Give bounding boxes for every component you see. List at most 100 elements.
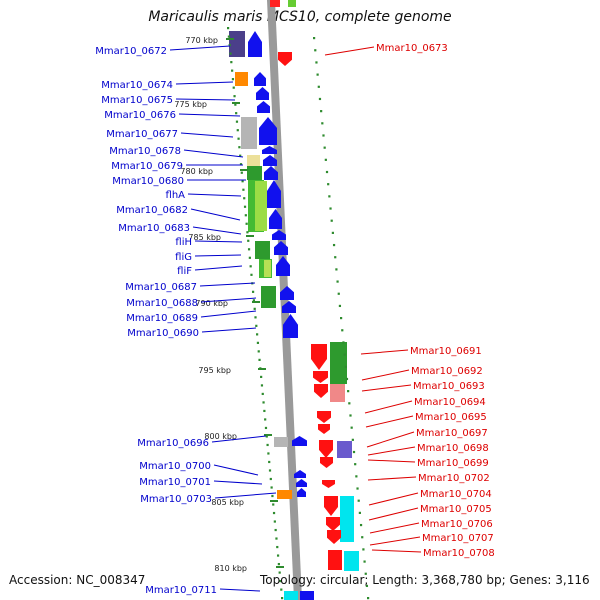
forward-gene-leader <box>169 45 231 51</box>
forward-gene-label[interactable]: fliG <box>175 252 192 263</box>
reverse-gene-leader <box>369 522 420 534</box>
reverse-gene-label[interactable]: Mmar10_0698 <box>417 443 489 454</box>
gene-feature-12 <box>263 155 277 166</box>
reverse-gene-leader <box>367 459 416 463</box>
gene-feature-47 <box>324 496 338 516</box>
gene-feature-18 <box>269 209 282 229</box>
reverse-gene-label[interactable]: Mmar10_0708 <box>423 548 495 559</box>
gene-feature-41 <box>320 457 333 468</box>
forward-gene-label[interactable]: Mmar10_0700 <box>139 461 211 472</box>
gene-feature-36 <box>318 424 330 434</box>
forward-gene-label[interactable]: Mmar10_0703 <box>140 494 212 505</box>
forward-gene-leader <box>211 435 267 443</box>
forward-gene-leader <box>200 297 257 303</box>
gene-feature-32 <box>330 384 345 402</box>
forward-gene-label[interactable]: Mmar10_0678 <box>109 146 181 157</box>
reverse-gene-label[interactable]: Mmar10_0707 <box>422 533 494 544</box>
forward-gene-leader <box>187 193 242 197</box>
ruler-tick-label: 775 kbp <box>174 100 207 109</box>
reverse-gene-label[interactable]: Mmar10_0704 <box>420 489 492 500</box>
reverse-gene-leader <box>364 400 413 414</box>
forward-gene-leader <box>175 98 236 101</box>
forward-gene-leader <box>200 310 257 318</box>
gene-feature-26 <box>280 286 294 300</box>
outer-ruler-dots <box>313 37 370 600</box>
accession-text: Accession: NC_008347 <box>9 573 146 587</box>
gene-feature-19 <box>272 230 286 240</box>
reverse-gene-leader <box>371 549 422 553</box>
gene-feature-29 <box>278 52 292 66</box>
reverse-gene-leader <box>366 431 415 448</box>
reverse-gene-label[interactable]: Mmar10_0693 <box>413 381 485 392</box>
gene-feature-38 <box>337 441 352 458</box>
map-title: Maricaulis maris MCS10, complete genome <box>148 9 452 25</box>
reverse-gene-label[interactable]: Mmar10_0706 <box>421 519 493 530</box>
ruler-tick-label: 790 kbp <box>195 299 228 308</box>
gene-feature-0 <box>270 0 280 7</box>
forward-gene-leader <box>214 492 277 499</box>
gene-feature-52 <box>344 551 359 571</box>
reverse-gene-label[interactable]: Mmar10_0699 <box>417 458 489 469</box>
ruler-tick-label: 800 kbp <box>204 432 237 441</box>
forward-gene-label[interactable]: Mmar10_0674 <box>101 80 173 91</box>
reverse-gene-label[interactable]: Mmar10_0694 <box>414 397 486 408</box>
gene-feature-50 <box>327 530 341 544</box>
forward-gene-label[interactable]: Mmar10_0688 <box>126 298 198 309</box>
gene-feature-42 <box>294 470 306 478</box>
gene-feature-3 <box>248 31 262 57</box>
gene-feature-31 <box>330 342 347 384</box>
forward-gene-label[interactable]: Mmar10_0680 <box>112 176 184 187</box>
forward-gene-label[interactable]: fliH <box>175 237 192 248</box>
reverse-gene-leader <box>367 446 416 456</box>
gene-feature-34 <box>314 384 328 398</box>
reverse-gene-leader <box>369 536 421 546</box>
forward-gene-label[interactable]: Mmar10_0687 <box>125 282 197 293</box>
reverse-gene-leader <box>368 507 419 521</box>
forward-gene-label[interactable]: Mmar10_0683 <box>118 223 190 234</box>
reverse-gene-label[interactable]: Mmar10_0691 <box>410 346 482 357</box>
forward-gene-label[interactable]: Mmar10_0682 <box>116 205 188 216</box>
forward-gene-label[interactable]: fliF <box>177 266 192 277</box>
forward-gene-label[interactable]: flhA <box>166 190 186 201</box>
topology-text: Topology: circular; Length: 3,368,780 bp… <box>260 573 590 587</box>
forward-gene-label[interactable]: Mmar10_0696 <box>137 438 209 449</box>
gene-feature-13 <box>247 166 262 180</box>
gene-feature-44 <box>322 480 335 488</box>
reverse-gene-label[interactable]: Mmar10_0705 <box>420 504 492 515</box>
gene-feature-28 <box>283 314 298 338</box>
gene-feature-33 <box>313 371 328 383</box>
forward-gene-leader <box>175 81 234 85</box>
forward-gene-label[interactable]: Mmar10_0677 <box>106 129 178 140</box>
forward-gene-leader <box>180 132 234 138</box>
reverse-gene-label[interactable]: Mmar10_0702 <box>418 473 490 484</box>
gene-feature-51 <box>328 550 342 570</box>
inner-ruler-dots <box>227 27 284 600</box>
ruler-tick-label: 805 kbp <box>211 498 244 507</box>
forward-gene-leader <box>201 327 257 333</box>
forward-gene-leader <box>219 588 261 592</box>
ruler-tick-label: 770 kbp <box>185 36 218 45</box>
gene-feature-45 <box>277 490 292 499</box>
gene-feature-46 <box>297 488 306 497</box>
gene-feature-25 <box>261 286 276 308</box>
forward-gene-label[interactable]: Mmar10_0689 <box>126 313 198 324</box>
gene-feature-10 <box>262 146 277 154</box>
reverse-gene-label[interactable]: Mmar10_0697 <box>416 428 488 439</box>
reverse-gene-label[interactable]: Mmar10_0673 <box>376 43 448 54</box>
gene-feature-6 <box>256 87 269 100</box>
reverse-gene-label[interactable]: Mmar10_0695 <box>415 412 487 423</box>
forward-gene-label[interactable]: Mmar10_0676 <box>104 110 176 121</box>
forward-gene-label[interactable]: Mmar10_0701 <box>139 477 211 488</box>
gene-feature-8 <box>241 117 257 149</box>
gene-feature-17 <box>267 180 281 208</box>
forward-gene-label[interactable]: Mmar10_0675 <box>101 95 173 106</box>
forward-gene-label[interactable]: Mmar10_0711 <box>145 585 217 596</box>
forward-gene-label[interactable]: Mmar10_0672 <box>95 46 167 57</box>
forward-gene-leader <box>194 240 243 243</box>
forward-gene-label[interactable]: Mmar10_0679 <box>111 161 183 172</box>
gene-feature-24 <box>276 256 290 276</box>
forward-gene-leader <box>190 208 241 221</box>
gene-feature-30 <box>311 344 327 370</box>
reverse-gene-label[interactable]: Mmar10_0692 <box>411 366 483 377</box>
forward-gene-label[interactable]: Mmar10_0690 <box>127 328 199 339</box>
